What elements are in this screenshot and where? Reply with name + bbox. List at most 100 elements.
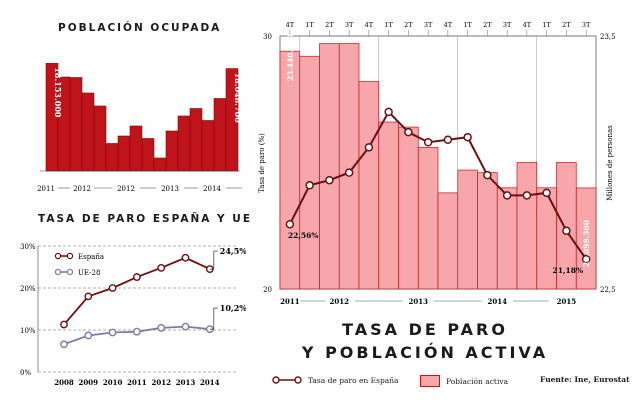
quarter-label: 3T	[345, 21, 354, 29]
legend-tasa-label: Tasa de paro en España	[308, 375, 399, 385]
population-active-bar	[575, 187, 597, 290]
y-tick-label: 0%	[20, 369, 31, 377]
series-legend-label: UE-28	[78, 269, 100, 277]
annotation-leader	[209, 307, 218, 330]
bar-value-label: 22.899.500	[582, 220, 591, 267]
quarter-label: 3T	[582, 21, 591, 29]
population-active-bar	[279, 50, 301, 290]
eu-point	[133, 327, 141, 336]
quarter-label: 1T	[305, 21, 314, 29]
population-bar	[201, 120, 215, 172]
y-tick-label: 20%	[20, 285, 36, 293]
eu-point	[60, 340, 68, 349]
main-title-line2: Y POBLACIÓN ACTIVA	[301, 343, 549, 362]
population-bar	[129, 125, 143, 172]
year-tick-label: 2014	[203, 185, 221, 193]
quarter-label: 4T	[286, 21, 295, 29]
spain-point	[84, 292, 93, 301]
eu-point	[108, 328, 117, 337]
population-bar	[153, 157, 167, 172]
population-bar	[213, 98, 227, 172]
unemployment-rate-point	[502, 191, 512, 200]
series-legend-label: España	[78, 253, 104, 261]
legend-point	[66, 268, 74, 276]
spain-point	[60, 320, 68, 329]
annotation-leader	[209, 250, 218, 270]
spain-annotation: 24,5%	[220, 246, 246, 256]
population-bar	[117, 135, 131, 172]
year-axis-label: 2012	[330, 297, 350, 306]
legend-fuente: Fuente: Ine, Eurostat	[540, 375, 630, 384]
right-tick-label: 23,5	[600, 33, 616, 41]
tasa-paro-ue-title: TASA DE PARO ESPAÑA Y UE	[38, 213, 253, 225]
quarter-label: 2T	[325, 21, 334, 29]
population-active-bar	[457, 169, 478, 290]
bar-value-label: 18.048.700	[233, 73, 243, 124]
unemployment-rate-point	[384, 107, 393, 117]
population-active-bar	[477, 172, 498, 290]
population-bar	[81, 92, 95, 172]
legend-point	[66, 252, 74, 260]
population-bar	[105, 143, 119, 172]
main-title-line1: TASA DE PARO	[342, 320, 508, 339]
quarter-label: 3T	[503, 21, 512, 29]
unemployment-rate-point	[404, 127, 413, 137]
quarter-label: 3T	[424, 21, 433, 29]
right-axis-title: Millones de personas	[606, 125, 614, 201]
eu-point	[84, 331, 93, 340]
left-tick-label: 20	[263, 286, 272, 294]
quarter-label: 4T	[365, 21, 374, 29]
population-active-bar	[378, 121, 399, 290]
population-active-bar	[358, 81, 380, 290]
unemployment-rate-point	[542, 188, 551, 198]
unemployment-rate-point	[344, 168, 354, 177]
right-tick-label: 22,5	[600, 286, 616, 294]
eu-point	[157, 324, 166, 332]
population-bar	[141, 138, 155, 172]
year-tick-label: 2012	[117, 185, 135, 193]
population-bar	[177, 115, 191, 172]
legend-tasa: Tasa de paro en España	[272, 375, 399, 385]
year-tick-label: 2011	[37, 185, 55, 193]
population-active-bar	[417, 146, 439, 290]
legend-line-icon	[272, 376, 302, 384]
x-tick-label: 2013	[176, 378, 196, 387]
legend-poblacion-label: Población activa	[446, 376, 509, 386]
year-tick-label: 2013	[161, 185, 179, 193]
population-active-bar	[496, 187, 518, 290]
population-bar	[165, 130, 179, 172]
population-active-bar	[516, 162, 538, 290]
population-active-bar	[398, 126, 419, 290]
year-axis-label: 2013	[409, 297, 429, 306]
quarter-label: 2T	[404, 21, 413, 29]
population-bar	[93, 105, 107, 172]
quarter-label: 4T	[523, 21, 532, 29]
bar-value-label: 23.440.000	[286, 34, 295, 81]
year-axis-label: 2014	[488, 297, 508, 306]
spain-point	[108, 284, 117, 292]
spain-point	[181, 253, 190, 262]
year-tick-label: 2012	[73, 185, 91, 193]
tasa-paro-poblacion-activa-chart: 4T 1T 2T 3T 4T 1T 2T 3T 4T 1T 2T 3T 4T 1T 2T 3T 30 20 23,5…	[258, 21, 616, 306]
year-axis-label: 2011	[280, 297, 300, 306]
x-tick-label: 2014	[200, 378, 220, 387]
eu-point	[181, 322, 190, 331]
population-active-bar	[299, 55, 320, 290]
unemployment-rate-point	[325, 175, 334, 185]
population-active-bar	[338, 43, 360, 290]
quarter-label: 4T	[444, 21, 453, 29]
population-active-bar	[319, 43, 340, 290]
year-axis-label: 2015	[557, 297, 577, 306]
spain-point	[157, 263, 166, 272]
quarter-label: 1T	[463, 21, 472, 29]
poblacion-ocupada-chart: 18.153.000 18.048.700 2011 2012 2012 2013 2014	[37, 63, 243, 193]
y-tick-label: 30%	[20, 243, 36, 251]
left-axis-title: Tasa de paro (%)	[258, 133, 266, 193]
x-tick-label: 2009	[79, 378, 99, 387]
unemployment-rate-point	[423, 138, 433, 147]
quarter-label: 1T	[384, 21, 393, 29]
spain-series-line	[63, 256, 211, 326]
unemployment-rate-point	[483, 170, 492, 180]
poblacion-ocupada-title: POBLACIÓN OCUPADA	[58, 22, 222, 34]
population-active-bar	[437, 192, 459, 290]
